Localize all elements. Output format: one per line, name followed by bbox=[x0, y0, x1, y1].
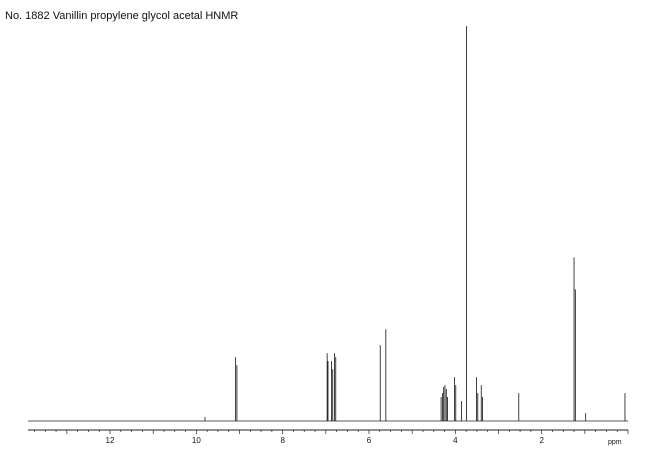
x-axis-tick-labels: 12 10 8 6 4 2 bbox=[106, 436, 545, 445]
chart-title: No. 1882 Vanillin propylene glycol aceta… bbox=[5, 10, 238, 22]
x-tick-label: 2 bbox=[539, 436, 544, 445]
x-tick-label: 6 bbox=[367, 436, 372, 445]
x-tick-label: 8 bbox=[280, 436, 285, 445]
x-axis-unit-label: ppm bbox=[608, 439, 622, 446]
x-tick-label: 12 bbox=[106, 436, 115, 445]
x-axis-ticks bbox=[34, 430, 629, 434]
x-tick-label: 10 bbox=[192, 436, 201, 445]
x-tick-label: 4 bbox=[453, 436, 458, 445]
peaks-group bbox=[204, 25, 626, 421]
